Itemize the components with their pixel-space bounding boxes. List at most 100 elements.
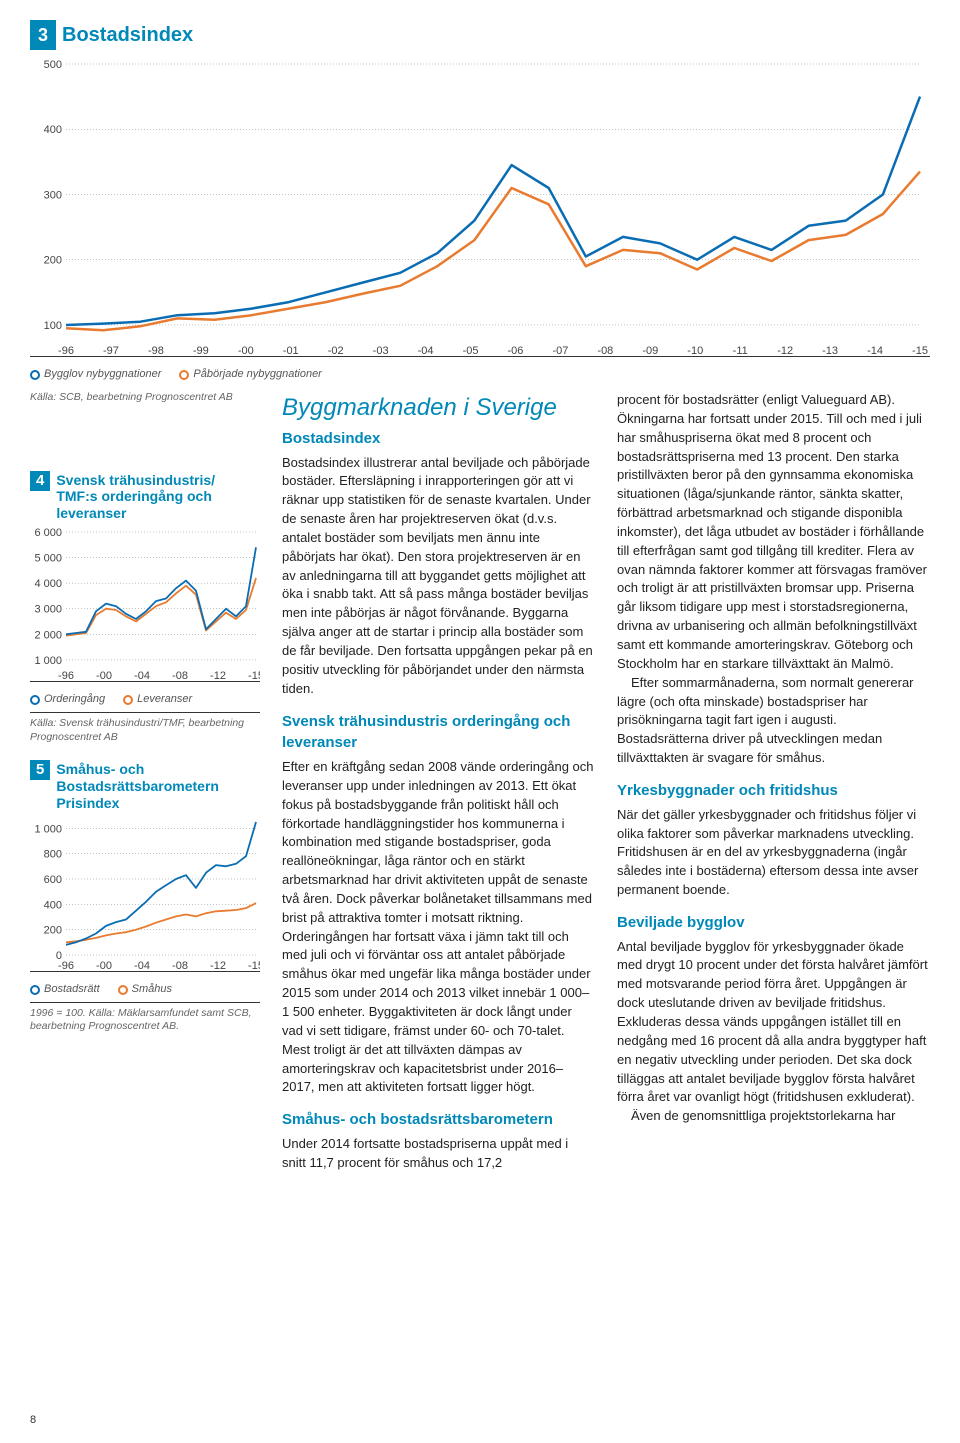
svg-text:400: 400 (44, 899, 62, 911)
chart4-legend-dot-blue (30, 695, 40, 705)
svg-text:-10: -10 (687, 345, 703, 356)
chart3-heading: 3 Bostadsindex (30, 20, 930, 50)
chart3-source: Källa: SCB, bearbetning Prognoscentret A… (30, 391, 260, 405)
article-h3: Småhus- och bostadsrättsbarometern (282, 1109, 595, 1131)
svg-text:-08: -08 (172, 670, 188, 681)
chart5-svg: 02004006008001 000-96-00-04-08-12-15 (30, 816, 260, 971)
svg-text:2 000: 2 000 (34, 629, 62, 641)
svg-text:-01: -01 (283, 345, 299, 356)
chart4-legend-item1: Orderingång (30, 692, 105, 708)
svg-text:-97: -97 (103, 345, 119, 356)
chart3-title: Bostadsindex (62, 21, 193, 50)
chart3-legend-dot-blue (30, 370, 40, 380)
article-p1: Bostadsindex illustrerar antal beviljade… (282, 454, 595, 699)
svg-text:-00: -00 (238, 345, 254, 356)
chart4-legend-item2: Leveranser (123, 692, 192, 708)
chart4-source: Källa: Svensk trähusindustri/TMF, bearbe… (30, 712, 260, 744)
chart5-container: 02004006008001 000-96-00-04-08-12-15 (30, 816, 260, 972)
svg-text:6 000: 6 000 (34, 527, 62, 539)
svg-text:200: 200 (44, 924, 62, 936)
chart5-legend-label1: Bostadsrätt (44, 982, 100, 998)
chart4-badge: 4 (30, 471, 50, 491)
svg-text:-07: -07 (552, 345, 568, 356)
chart4-legend: Orderingång Leveranser (30, 692, 260, 708)
svg-text:200: 200 (44, 255, 62, 267)
svg-text:-12: -12 (777, 345, 793, 356)
chart3-legend-label2: Påbörjade nybyggnationer (193, 367, 321, 383)
svg-text:-04: -04 (134, 960, 150, 971)
svg-text:-15: -15 (248, 960, 260, 971)
text-column-2: procent för bostadsrätter (enligt Valueg… (617, 391, 930, 1173)
svg-text:-13: -13 (822, 345, 838, 356)
chart3-legend: Bygglov nybyggnationer Påbörjade nybyggn… (30, 367, 930, 383)
svg-text:4 000: 4 000 (34, 578, 62, 590)
article-h5: Beviljade bygglov (617, 912, 930, 934)
chart4-legend-label2: Leveranser (137, 692, 192, 708)
chart5-legend-item1: Bostadsrätt (30, 982, 100, 998)
svg-text:400: 400 (44, 124, 62, 136)
chart5-title: Småhus- och Bostadsrättsbarometern Prisi… (56, 761, 260, 811)
article-p3: Under 2014 fortsatte bostadspriserna upp… (282, 1135, 595, 1173)
chart4-legend-label1: Orderingång (44, 692, 105, 708)
chart5-badge: 5 (30, 760, 50, 780)
svg-text:-05: -05 (463, 345, 479, 356)
svg-text:-04: -04 (418, 345, 434, 356)
svg-text:1 000: 1 000 (34, 823, 62, 835)
chart5-source: 1996 = 100. Källa: Mäklarsamfundet samt … (30, 1002, 260, 1034)
svg-text:1 000: 1 000 (34, 655, 62, 667)
svg-text:-99: -99 (193, 345, 209, 356)
svg-text:3 000: 3 000 (34, 604, 62, 616)
chart3-legend-label1: Bygglov nybyggnationer (44, 367, 161, 383)
chart5-legend-label2: Småhus (132, 982, 172, 998)
chart3-legend-item1: Bygglov nybyggnationer (30, 367, 161, 383)
svg-text:500: 500 (44, 59, 62, 71)
svg-text:-00: -00 (96, 670, 112, 681)
article-p4: procent för bostadsrätter (enligt Valueg… (617, 391, 930, 674)
svg-text:300: 300 (44, 190, 62, 202)
chart4-legend-dot-orange (123, 695, 133, 705)
svg-text:-08: -08 (172, 960, 188, 971)
svg-text:5 000: 5 000 (34, 553, 62, 565)
svg-text:-04: -04 (134, 670, 150, 681)
svg-text:800: 800 (44, 848, 62, 860)
text-column-1: Byggmarknaden i Sverige Bostadsindex Bos… (282, 391, 595, 1173)
chart3-container: 100200300400500-96-97-98-99-00-01-02-03-… (30, 56, 930, 357)
article-h1: Bostadsindex (282, 428, 595, 450)
svg-text:-12: -12 (210, 960, 226, 971)
article-p6: När det gäller yrkesbyggnader och fritid… (617, 806, 930, 900)
article-h2: Svensk trähusindustris orderingång och l… (282, 711, 595, 755)
article-p2: Efter en kräftgång sedan 2008 vände orde… (282, 758, 595, 1097)
chart4-container: 1 000 2 000 3 000 4 000 5 000 6 000 -96 -00 -04 -… (30, 526, 260, 682)
chart3-svg: 100200300400500-96-97-98-99-00-01-02-03-… (30, 56, 930, 356)
svg-text:-15: -15 (912, 345, 928, 356)
svg-text:-15: -15 (248, 670, 260, 681)
svg-text:-08: -08 (597, 345, 613, 356)
chart4-title: Svensk trähusindustris/ TMF:s orderingån… (56, 472, 260, 522)
svg-text:600: 600 (44, 874, 62, 886)
article-p5: Efter sommarmånaderna, som normalt gener… (617, 674, 930, 768)
svg-text:-00: -00 (96, 960, 112, 971)
svg-text:-12: -12 (210, 670, 226, 681)
chart5-legend-dot-orange (118, 985, 128, 995)
svg-text:-96: -96 (58, 960, 74, 971)
chart5-legend-item2: Småhus (118, 982, 172, 998)
svg-text:-14: -14 (867, 345, 883, 356)
svg-text:100: 100 (44, 320, 62, 332)
svg-text:-09: -09 (642, 345, 658, 356)
chart4-heading: 4 Svensk trähusindustris/ TMF:s ordering… (30, 471, 260, 522)
article-title: Byggmarknaden i Sverige (282, 391, 595, 426)
chart3-legend-dot-orange (179, 370, 189, 380)
chart5-legend-dot-blue (30, 985, 40, 995)
page-number: 8 (30, 1413, 36, 1429)
svg-text:-96: -96 (58, 670, 74, 681)
chart5-legend: Bostadsrätt Småhus (30, 982, 260, 998)
svg-text:-06: -06 (508, 345, 524, 356)
article-p7: Antal beviljade bygglov för yrkesbyggnad… (617, 938, 930, 1108)
svg-text:-96: -96 (58, 345, 74, 356)
article-h4: Yrkesbyggnader och fritidshus (617, 780, 930, 802)
chart3-legend-item2: Påbörjade nybyggnationer (179, 367, 321, 383)
sidebar-column: Källa: SCB, bearbetning Prognoscentret A… (30, 391, 260, 1173)
chart5-heading: 5 Småhus- och Bostadsrättsbarometern Pri… (30, 760, 260, 811)
svg-text:-02: -02 (328, 345, 344, 356)
article-p8: Även de genomsnittliga projektstorlekarn… (617, 1107, 930, 1126)
